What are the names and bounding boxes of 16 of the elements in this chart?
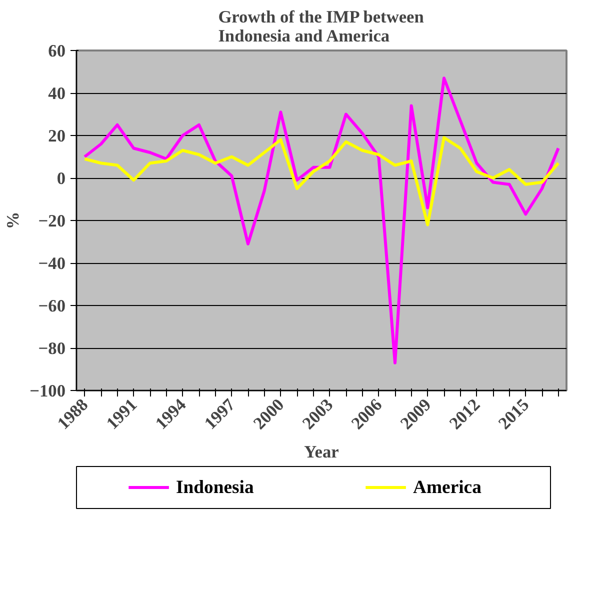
y-tick-label: −60 [38,296,66,316]
y-axis-title: % [4,212,23,230]
y-tick-label: −40 [38,254,66,273]
y-tick-label: 20 [48,126,66,146]
y-tick-label: −100 [30,382,66,400]
y-tick-label: 60 [48,42,66,60]
y-tick-label: −80 [38,339,66,358]
legend-label: America [413,477,482,498]
line-series [83,136,560,226]
line-series [83,76,560,364]
x-axis-title: Year [304,442,340,462]
legend-label: Indonesia [176,477,254,498]
y-tick-label: 40 [48,84,66,103]
chart-title: Growth of the IMP between Indonesia and America [218,8,424,46]
y-tick-label: −20 [38,212,66,230]
y-tick-label: 0 [56,169,66,188]
